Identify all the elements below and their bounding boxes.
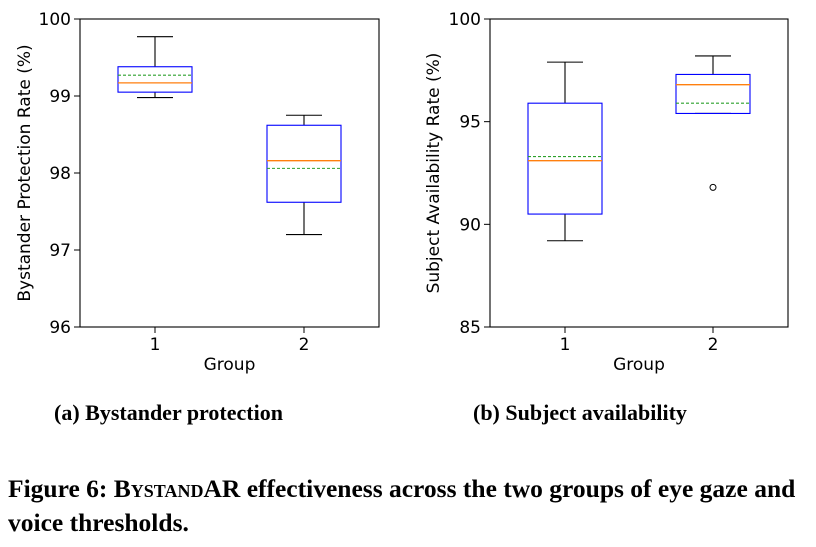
- box-iqr: [527, 102, 603, 215]
- x-axis-label: Group: [204, 355, 256, 375]
- caption-name-smallcaps: ystand: [130, 474, 204, 503]
- y-axis-label: Bystander Protection Rate (%): [15, 44, 35, 301]
- caption-rest: effectiveness across the two groups of e…: [8, 474, 796, 537]
- box-group-1: [117, 36, 193, 99]
- box-iqr: [675, 73, 751, 115]
- box-group-1: [527, 61, 603, 242]
- y-tick-label: 97: [49, 241, 71, 261]
- caption-prefix: Figure 6:: [8, 474, 114, 503]
- y-tick-label: 100: [39, 10, 71, 30]
- x-tick-label: 1: [560, 335, 571, 355]
- box-iqr: [117, 66, 193, 93]
- x-tick-label: 2: [708, 335, 719, 355]
- box-group-2: [266, 114, 342, 236]
- y-tick-label: 100: [449, 10, 481, 30]
- plot-frame: [79, 18, 380, 328]
- chart-panel-a: 96 97 98 99 100 1 2 Group Bystander Protection R…: [15, 10, 380, 375]
- subcaption-b: (b) Subject availability: [473, 400, 687, 425]
- x-tick-label: 1: [150, 335, 161, 355]
- y-tick-label: 95: [459, 113, 481, 133]
- y-tick-label: 99: [49, 87, 71, 107]
- chart-panel-b: 85 90 95 100 1 2 Group Subject Availability Rat…: [424, 10, 789, 375]
- y-axis-label: Subject Availability Rate (%): [424, 53, 444, 294]
- x-tick-label: 2: [299, 335, 310, 355]
- caption-name-initial: B: [113, 474, 131, 503]
- y-tick-label: 96: [49, 318, 71, 338]
- figure-caption: Figure 6: BystandAR effectiveness across…: [8, 472, 808, 540]
- subcaption-a: (a) Bystander protection: [54, 400, 283, 425]
- box-iqr: [266, 124, 342, 203]
- y-tick-label: 90: [459, 215, 481, 235]
- y-tick-label: 85: [459, 318, 481, 338]
- caption-name-suffix: AR: [203, 474, 241, 503]
- outlier-point: [709, 183, 717, 191]
- y-tick-label: 98: [49, 164, 71, 184]
- box-group-2: [675, 55, 751, 191]
- x-axis-label: Group: [613, 355, 665, 375]
- plot-frame: [489, 18, 789, 328]
